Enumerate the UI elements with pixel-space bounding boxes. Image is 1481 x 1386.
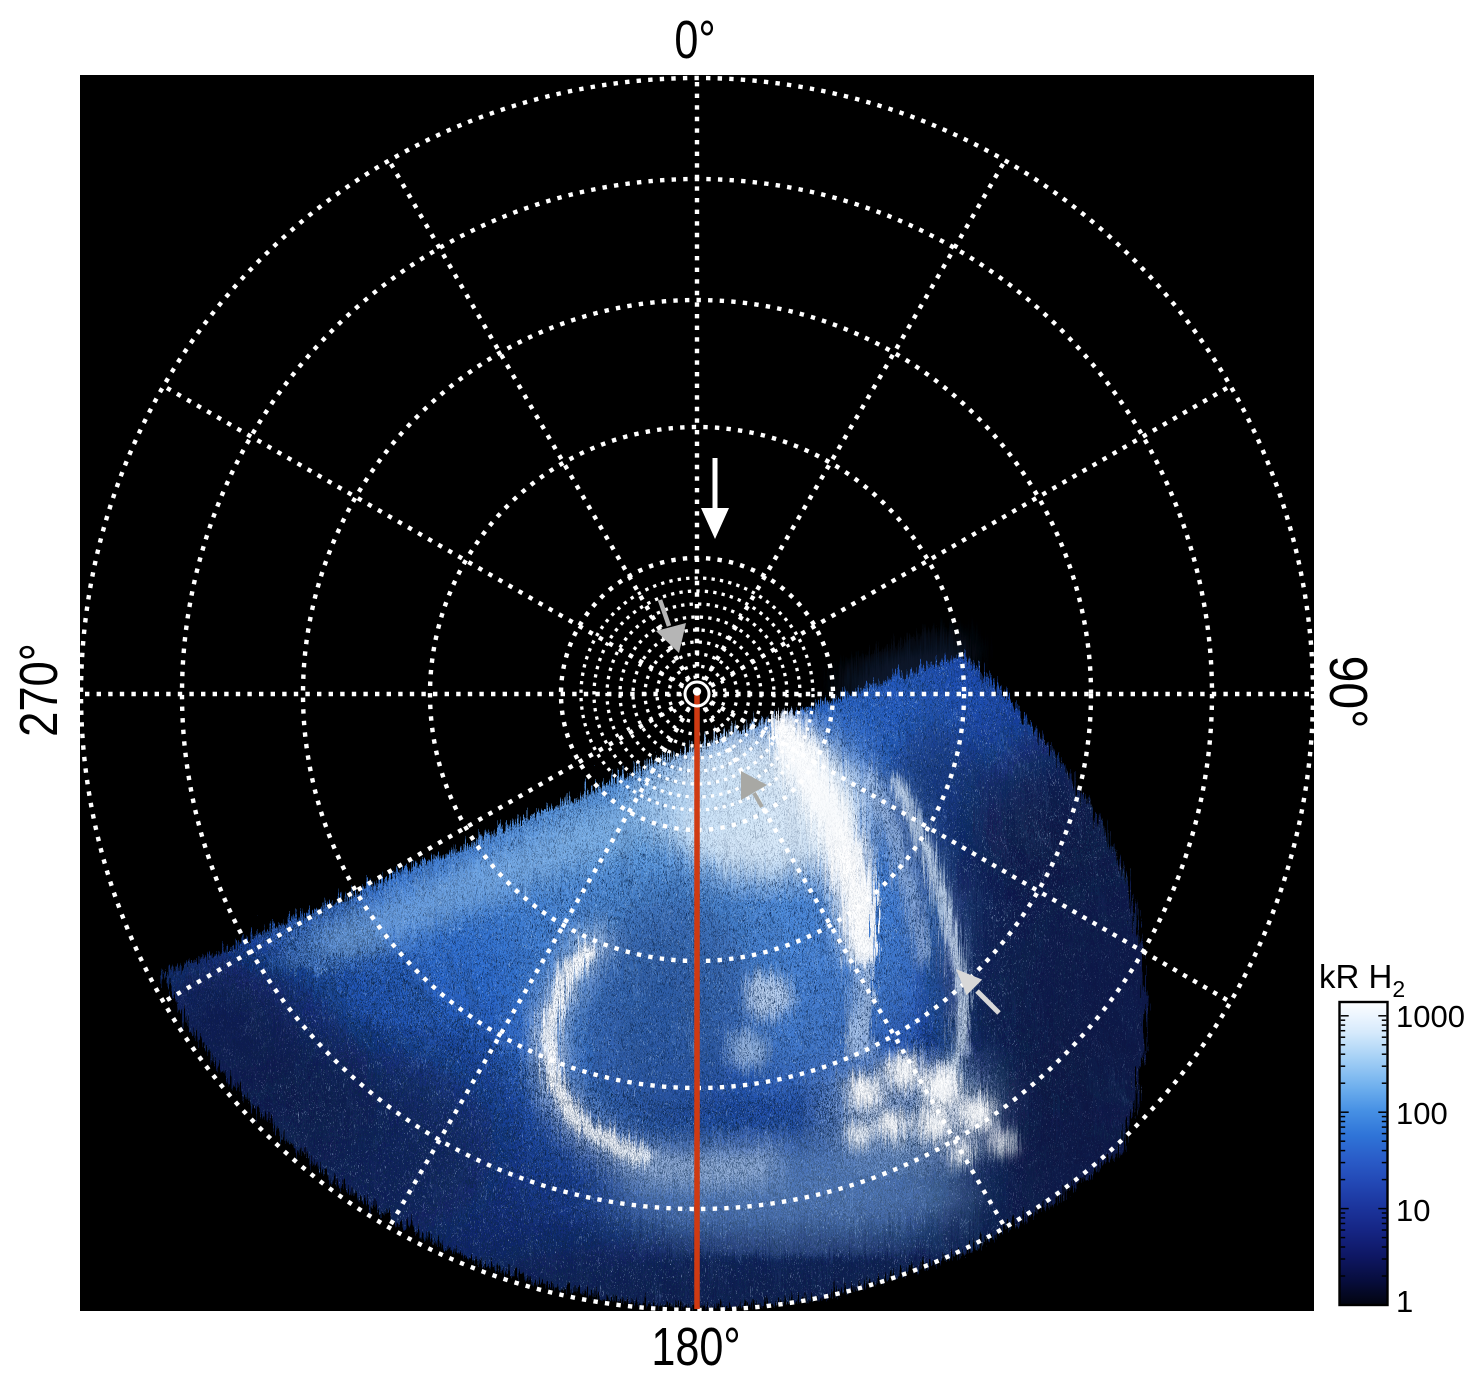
svg-text:10: 10 xyxy=(1396,1193,1430,1228)
svg-text:90°: 90° xyxy=(1318,656,1378,729)
svg-text:0°: 0° xyxy=(674,11,715,71)
svg-text:kR H2: kR H2 xyxy=(1319,958,1405,1002)
svg-text:1: 1 xyxy=(1396,1284,1413,1319)
svg-text:270°: 270° xyxy=(8,643,69,737)
svg-text:100: 100 xyxy=(1396,1096,1448,1131)
svg-text:1000: 1000 xyxy=(1396,999,1465,1034)
svg-text:180°: 180° xyxy=(651,1318,740,1378)
